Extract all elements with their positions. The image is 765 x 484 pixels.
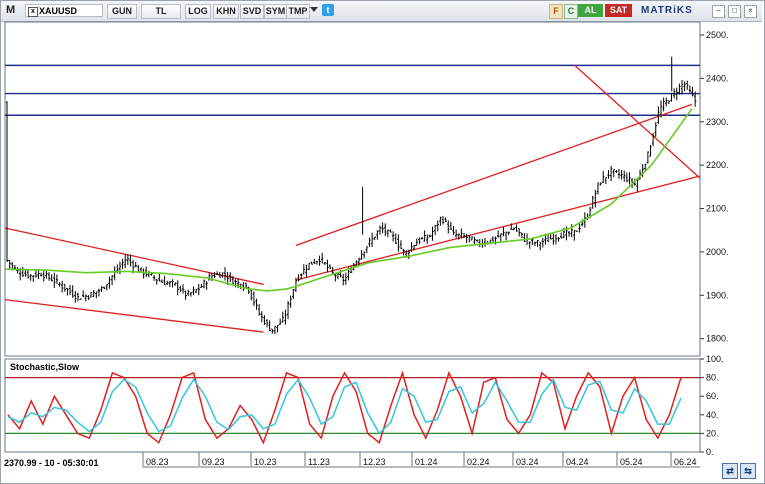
log-scale-button[interactable]: LOG: [185, 4, 211, 19]
time-axis-label: 10.23: [254, 457, 277, 467]
stoch-y-tick-label: 60.: [706, 391, 719, 401]
price-pane: 2500. 2400. 2300. 2200. 2100. 2000. 1900. 1800.: [4, 21, 729, 357]
symbol-checkbox[interactable]: x: [28, 7, 38, 17]
svd-button[interactable]: SVD: [240, 4, 264, 19]
stoch-y-tick-label: 100.: [706, 354, 724, 364]
c-button[interactable]: C: [564, 4, 578, 19]
price-y-tick-label: 2200.: [706, 160, 729, 170]
price-y-tick-label: 2300.: [706, 117, 729, 127]
period-button-gun[interactable]: GUN: [107, 4, 137, 19]
toolbar: M x XAUUSD GUN TL LOG KHN SVD SYM TMP t …: [1, 1, 762, 22]
maximize-button[interactable]: □: [728, 5, 741, 18]
time-axis-label: 11.23: [308, 457, 330, 467]
trend-channel-line: [574, 64, 701, 179]
price-y-tick-label: 2100.: [706, 204, 729, 214]
time-axis-label: 09.23: [202, 457, 225, 467]
time-axis-label: 08.23: [146, 457, 169, 467]
price-y-tick-label: 2000.: [706, 247, 729, 257]
price-plot-frame: [4, 21, 701, 357]
twitter-icon[interactable]: t: [322, 4, 334, 16]
stoch-y-tick-label: 20.: [706, 428, 719, 438]
minimize-button[interactable]: –: [712, 5, 725, 18]
price-y-tick-label: 2500.: [706, 30, 729, 40]
cursor-readout: 2370.99 - 10 - 05:30:01: [4, 457, 142, 469]
trend-channel-line: [4, 298, 264, 333]
time-axis-label: 06.24: [674, 457, 697, 467]
symbol-selector[interactable]: x XAUUSD: [25, 4, 103, 17]
fibonacci-tool-icon[interactable]: F: [549, 4, 563, 19]
trend-channel-line: [295, 103, 693, 247]
stoch-d-line: [7, 378, 682, 435]
currency-button-tl[interactable]: TL: [141, 4, 181, 19]
time-axis-label: 04.24: [566, 457, 589, 467]
stoch-y-tick-label: 40.: [706, 410, 719, 420]
time-axis-label: 12.23: [363, 457, 386, 467]
template-dropdown-arrow-icon[interactable]: [310, 7, 318, 12]
moving-average-line: [4, 108, 693, 292]
matriks-logo-icon: M: [6, 4, 16, 16]
stochastic-title: Stochastic,Slow: [10, 362, 80, 372]
trend-channel-line: [4, 227, 264, 286]
scroll-right-button[interactable]: ⇆: [740, 463, 756, 479]
price-y-tick-label: 2400.: [706, 73, 729, 83]
brand-label: MATRiKS: [641, 5, 693, 16]
stoch-y-tick-label: 0.: [706, 447, 714, 457]
tmp-button[interactable]: TMP: [286, 4, 310, 19]
time-axis-label: 03.24: [516, 457, 539, 467]
price-y-tick-label: 1900.: [706, 290, 729, 300]
trend-channel-line: [295, 175, 701, 281]
time-axis-label: 01.24: [415, 457, 438, 467]
khn-button[interactable]: KHN: [213, 4, 239, 19]
close-button[interactable]: ×: [744, 5, 757, 18]
time-axis-label: 02.24: [467, 457, 490, 467]
stoch-plot-frame: [4, 358, 701, 453]
price-y-tick-label: 1800.: [706, 334, 729, 344]
price-bars: [5, 56, 697, 335]
scroll-left-button[interactable]: ⇄: [722, 463, 738, 479]
buy-button[interactable]: AL: [578, 4, 603, 17]
stoch-k-line: [7, 370, 682, 445]
stoch-y-tick-label: 80.: [706, 373, 719, 383]
stochastic-pane: 100. 80. 60. 40. 20. 0. Stochastic,Slow: [4, 354, 724, 457]
symbol-label: XAUUSD: [39, 6, 78, 16]
time-axis-label: 05.24: [620, 457, 643, 467]
sell-button[interactable]: SAT: [605, 4, 632, 17]
